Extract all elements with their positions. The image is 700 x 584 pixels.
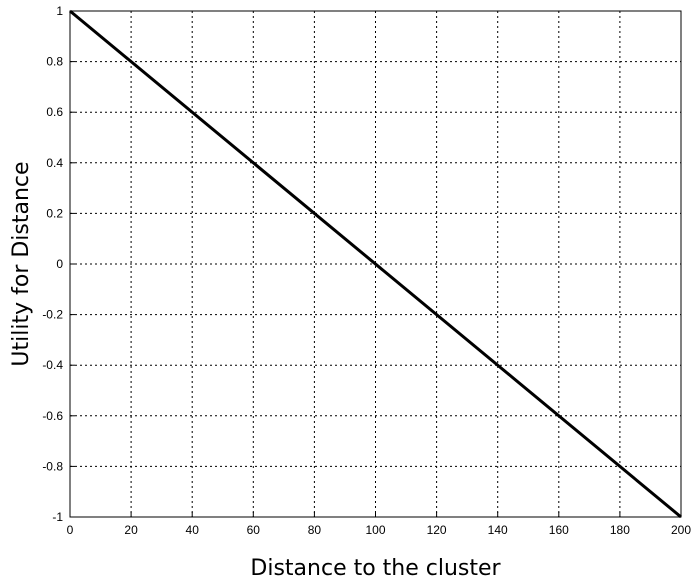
x-axis-label: Distance to the cluster [250,556,501,581]
y-tick-label: -0.8 [42,459,63,473]
x-tick-label: 40 [186,523,200,537]
series-layer [69,9,682,519]
y-tick-label: -1 [52,510,63,524]
y-tick-label: 0 [56,257,63,271]
x-tick-label: 180 [610,523,630,537]
series-line [69,9,682,519]
x-tick-label: 100 [365,523,385,537]
x-tick-label: 140 [488,523,508,537]
x-tick-label: 200 [671,523,691,537]
y-axis-label: Utility for Distance [9,161,34,366]
y-tick-label: 0.2 [46,206,63,220]
x-axis-ticks: 0 20 40 60 80 100 120 140 160 180 200 [67,512,691,537]
x-tick-label: 60 [247,523,261,537]
y-tick-label: -0.6 [42,409,63,423]
x-tick-label: 0 [67,523,74,537]
y-axis-ticks: 1 0.8 0.6 0.4 0.2 0 -0.2 -0.4 -0.6 -0.8 -1 [42,4,75,524]
x-tick-label: 20 [124,523,138,537]
y-tick-label: 0.4 [46,156,63,170]
y-tick-label: 0.6 [46,105,63,119]
y-tick-label: -0.2 [42,308,63,322]
x-tick-label: 80 [308,523,322,537]
x-tick-label: 160 [549,523,569,537]
x-tick-label: 120 [427,523,447,537]
y-tick-label: 0.8 [46,55,63,69]
y-tick-label: -0.4 [42,358,63,372]
y-tick-label: 1 [56,4,63,18]
